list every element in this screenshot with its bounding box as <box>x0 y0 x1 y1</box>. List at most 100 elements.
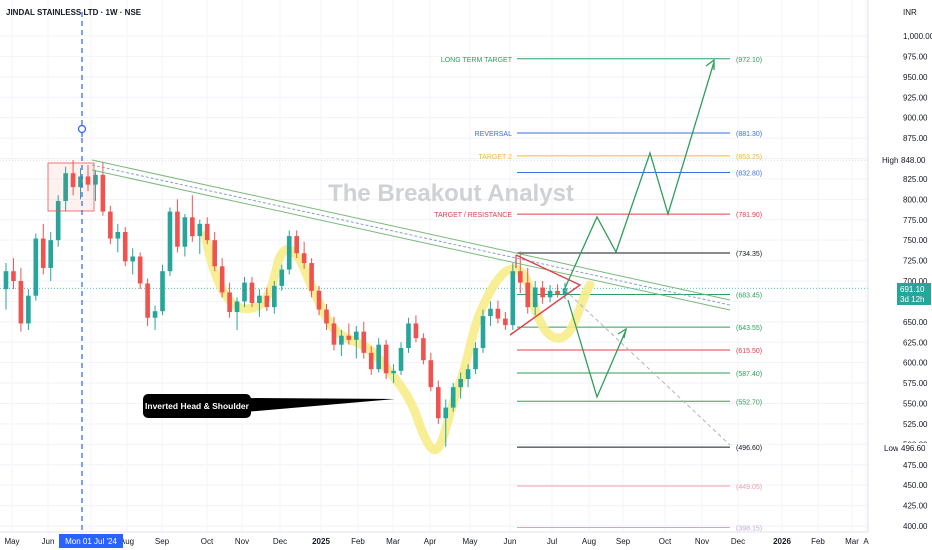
candle[interactable] <box>63 166 68 212</box>
price-level[interactable]: (587.40) <box>517 371 762 378</box>
candle[interactable] <box>212 232 218 272</box>
candle[interactable] <box>555 284 560 298</box>
candle[interactable] <box>368 346 374 375</box>
candle[interactable] <box>413 315 419 343</box>
candle[interactable] <box>346 323 352 345</box>
candle[interactable] <box>78 168 83 200</box>
candle[interactable] <box>242 276 247 308</box>
candle[interactable] <box>361 321 367 359</box>
price-level[interactable]: (683.45) <box>517 293 762 300</box>
candle[interactable] <box>137 252 143 290</box>
high-range-box[interactable] <box>47 162 95 212</box>
candle[interactable] <box>398 342 404 375</box>
candle[interactable] <box>264 287 270 312</box>
candle[interactable] <box>219 258 225 298</box>
time-axis[interactable]: May Jun Aug Sep Oct Nov Dec 2025 Feb Mar Apr May Jun… <box>0 531 869 548</box>
candle[interactable] <box>547 285 553 303</box>
candle[interactable] <box>160 264 165 316</box>
triangle-pattern[interactable] <box>509 254 582 336</box>
candle[interactable] <box>145 278 150 326</box>
candle[interactable] <box>488 301 493 326</box>
candle[interactable] <box>130 248 136 275</box>
price-level[interactable]: (972.10) LONG TERM TARGET <box>441 57 762 64</box>
candle[interactable] <box>100 161 106 216</box>
candle[interactable] <box>450 383 456 412</box>
bearish-projection-path[interactable] <box>567 299 627 399</box>
price-level[interactable]: (615.50) <box>517 348 762 355</box>
candle[interactable] <box>316 285 322 316</box>
candle[interactable] <box>48 232 54 281</box>
candle[interactable] <box>115 223 121 253</box>
candle[interactable] <box>175 199 180 253</box>
candle[interactable] <box>510 263 516 330</box>
candle[interactable] <box>331 316 337 351</box>
candle[interactable] <box>26 289 31 330</box>
price-level[interactable]: (881.30) REVERSAL <box>475 131 762 138</box>
candle[interactable] <box>33 233 39 301</box>
candle[interactable] <box>480 309 486 353</box>
bullish-projection-path[interactable] <box>564 61 715 289</box>
candle[interactable] <box>70 160 76 196</box>
price-axis[interactable]: INR 1,000.00 975.00 950.00 925.00 900.00 875.… <box>867 0 932 550</box>
price-level[interactable]: (832.80) <box>517 171 762 178</box>
candle[interactable] <box>309 258 314 298</box>
candle[interactable] <box>383 339 389 379</box>
candle[interactable] <box>272 281 277 314</box>
pattern-callout[interactable]: Inverted Head & Shoulder <box>143 394 395 418</box>
candle[interactable] <box>249 276 255 308</box>
projection-dashed-line[interactable] <box>564 289 731 446</box>
candle[interactable] <box>182 214 188 257</box>
candle[interactable] <box>108 205 113 245</box>
candle[interactable] <box>339 330 344 357</box>
candle[interactable] <box>532 281 538 316</box>
candle[interactable] <box>227 282 232 318</box>
candle[interactable] <box>421 333 426 365</box>
candle[interactable] <box>3 263 9 310</box>
candle[interactable] <box>93 169 98 201</box>
candle[interactable] <box>11 258 16 290</box>
candle[interactable] <box>294 230 299 259</box>
candle[interactable] <box>55 195 61 247</box>
candle[interactable] <box>279 264 285 291</box>
candle[interactable] <box>167 207 173 277</box>
price-level[interactable]: (781.90) TARGET / RESISTANCE <box>434 212 762 219</box>
candle[interactable] <box>190 195 195 242</box>
candle[interactable] <box>234 297 240 330</box>
candle[interactable] <box>391 364 396 384</box>
candle[interactable] <box>257 289 262 317</box>
price-level[interactable]: (853.25) TARGET 2 <box>478 154 762 161</box>
candle[interactable] <box>376 338 381 373</box>
candle[interactable] <box>465 364 471 388</box>
price-level[interactable]: (643.55) <box>517 325 762 332</box>
candle[interactable] <box>85 165 91 192</box>
price-level[interactable]: (552.70) <box>517 399 762 406</box>
candle[interactable] <box>204 217 210 245</box>
candle[interactable] <box>324 303 329 330</box>
candle[interactable] <box>503 312 508 330</box>
candle[interactable] <box>495 300 501 324</box>
candle[interactable] <box>286 230 292 275</box>
candle[interactable] <box>525 267 531 314</box>
candle[interactable] <box>18 267 24 332</box>
candle[interactable] <box>40 223 46 275</box>
candle[interactable] <box>353 325 359 359</box>
trend-channel[interactable] <box>91 159 731 311</box>
candle[interactable] <box>473 342 478 375</box>
candle[interactable] <box>122 227 128 267</box>
candle[interactable] <box>443 399 449 447</box>
candle[interactable] <box>435 380 441 424</box>
candle[interactable] <box>152 305 158 331</box>
candle[interactable] <box>301 241 307 269</box>
candle[interactable] <box>428 352 434 392</box>
candle[interactable] <box>197 219 203 255</box>
candle[interactable] <box>458 372 463 399</box>
candle[interactable] <box>406 317 411 353</box>
price-level[interactable]: (449.05) <box>517 484 762 491</box>
candle[interactable] <box>517 251 523 294</box>
price-level[interactable]: (734.35) <box>517 251 762 258</box>
price-level[interactable]: (496.60) <box>517 445 762 452</box>
price-levels[interactable]: (972.10) LONG TERM TARGET (881.30) REVERSAL… <box>0 57 868 533</box>
price-level[interactable]: (398.15) <box>517 526 762 533</box>
candlestick-series[interactable] <box>3 160 568 447</box>
